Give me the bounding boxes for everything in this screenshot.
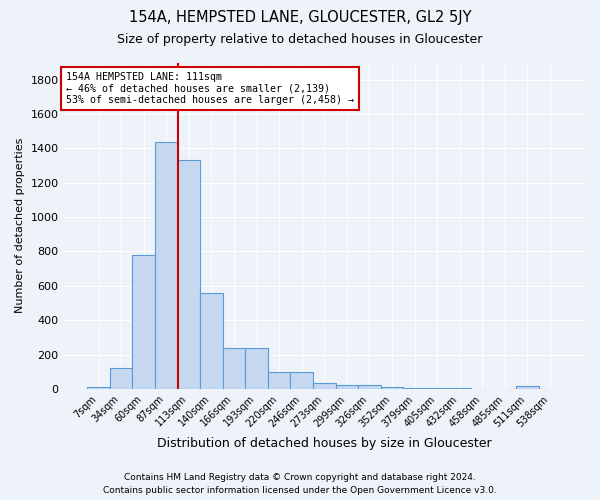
Bar bbox=[133, 255, 155, 389]
Bar bbox=[110, 368, 133, 389]
Bar bbox=[87, 387, 110, 389]
Y-axis label: Number of detached properties: Number of detached properties bbox=[15, 138, 25, 314]
Bar bbox=[155, 142, 178, 389]
Bar bbox=[358, 386, 381, 389]
Bar bbox=[381, 387, 403, 389]
Text: 154A, HEMPSTED LANE, GLOUCESTER, GL2 5JY: 154A, HEMPSTED LANE, GLOUCESTER, GL2 5JY bbox=[129, 10, 471, 25]
Text: 154A HEMPSTED LANE: 111sqm
← 46% of detached houses are smaller (2,139)
53% of s: 154A HEMPSTED LANE: 111sqm ← 46% of deta… bbox=[66, 72, 354, 106]
Bar bbox=[403, 388, 426, 389]
Bar bbox=[313, 383, 335, 389]
Bar bbox=[200, 292, 223, 389]
Bar bbox=[335, 384, 358, 389]
Bar bbox=[245, 348, 268, 389]
Bar bbox=[426, 388, 448, 389]
Bar bbox=[448, 388, 471, 389]
Bar bbox=[178, 160, 200, 389]
Bar bbox=[290, 372, 313, 389]
X-axis label: Distribution of detached houses by size in Gloucester: Distribution of detached houses by size … bbox=[157, 437, 491, 450]
Bar bbox=[223, 348, 245, 389]
Text: Contains public sector information licensed under the Open Government Licence v3: Contains public sector information licen… bbox=[103, 486, 497, 495]
Text: Contains HM Land Registry data © Crown copyright and database right 2024.: Contains HM Land Registry data © Crown c… bbox=[124, 474, 476, 482]
Bar bbox=[268, 372, 290, 389]
Bar bbox=[516, 386, 539, 389]
Text: Size of property relative to detached houses in Gloucester: Size of property relative to detached ho… bbox=[118, 32, 482, 46]
